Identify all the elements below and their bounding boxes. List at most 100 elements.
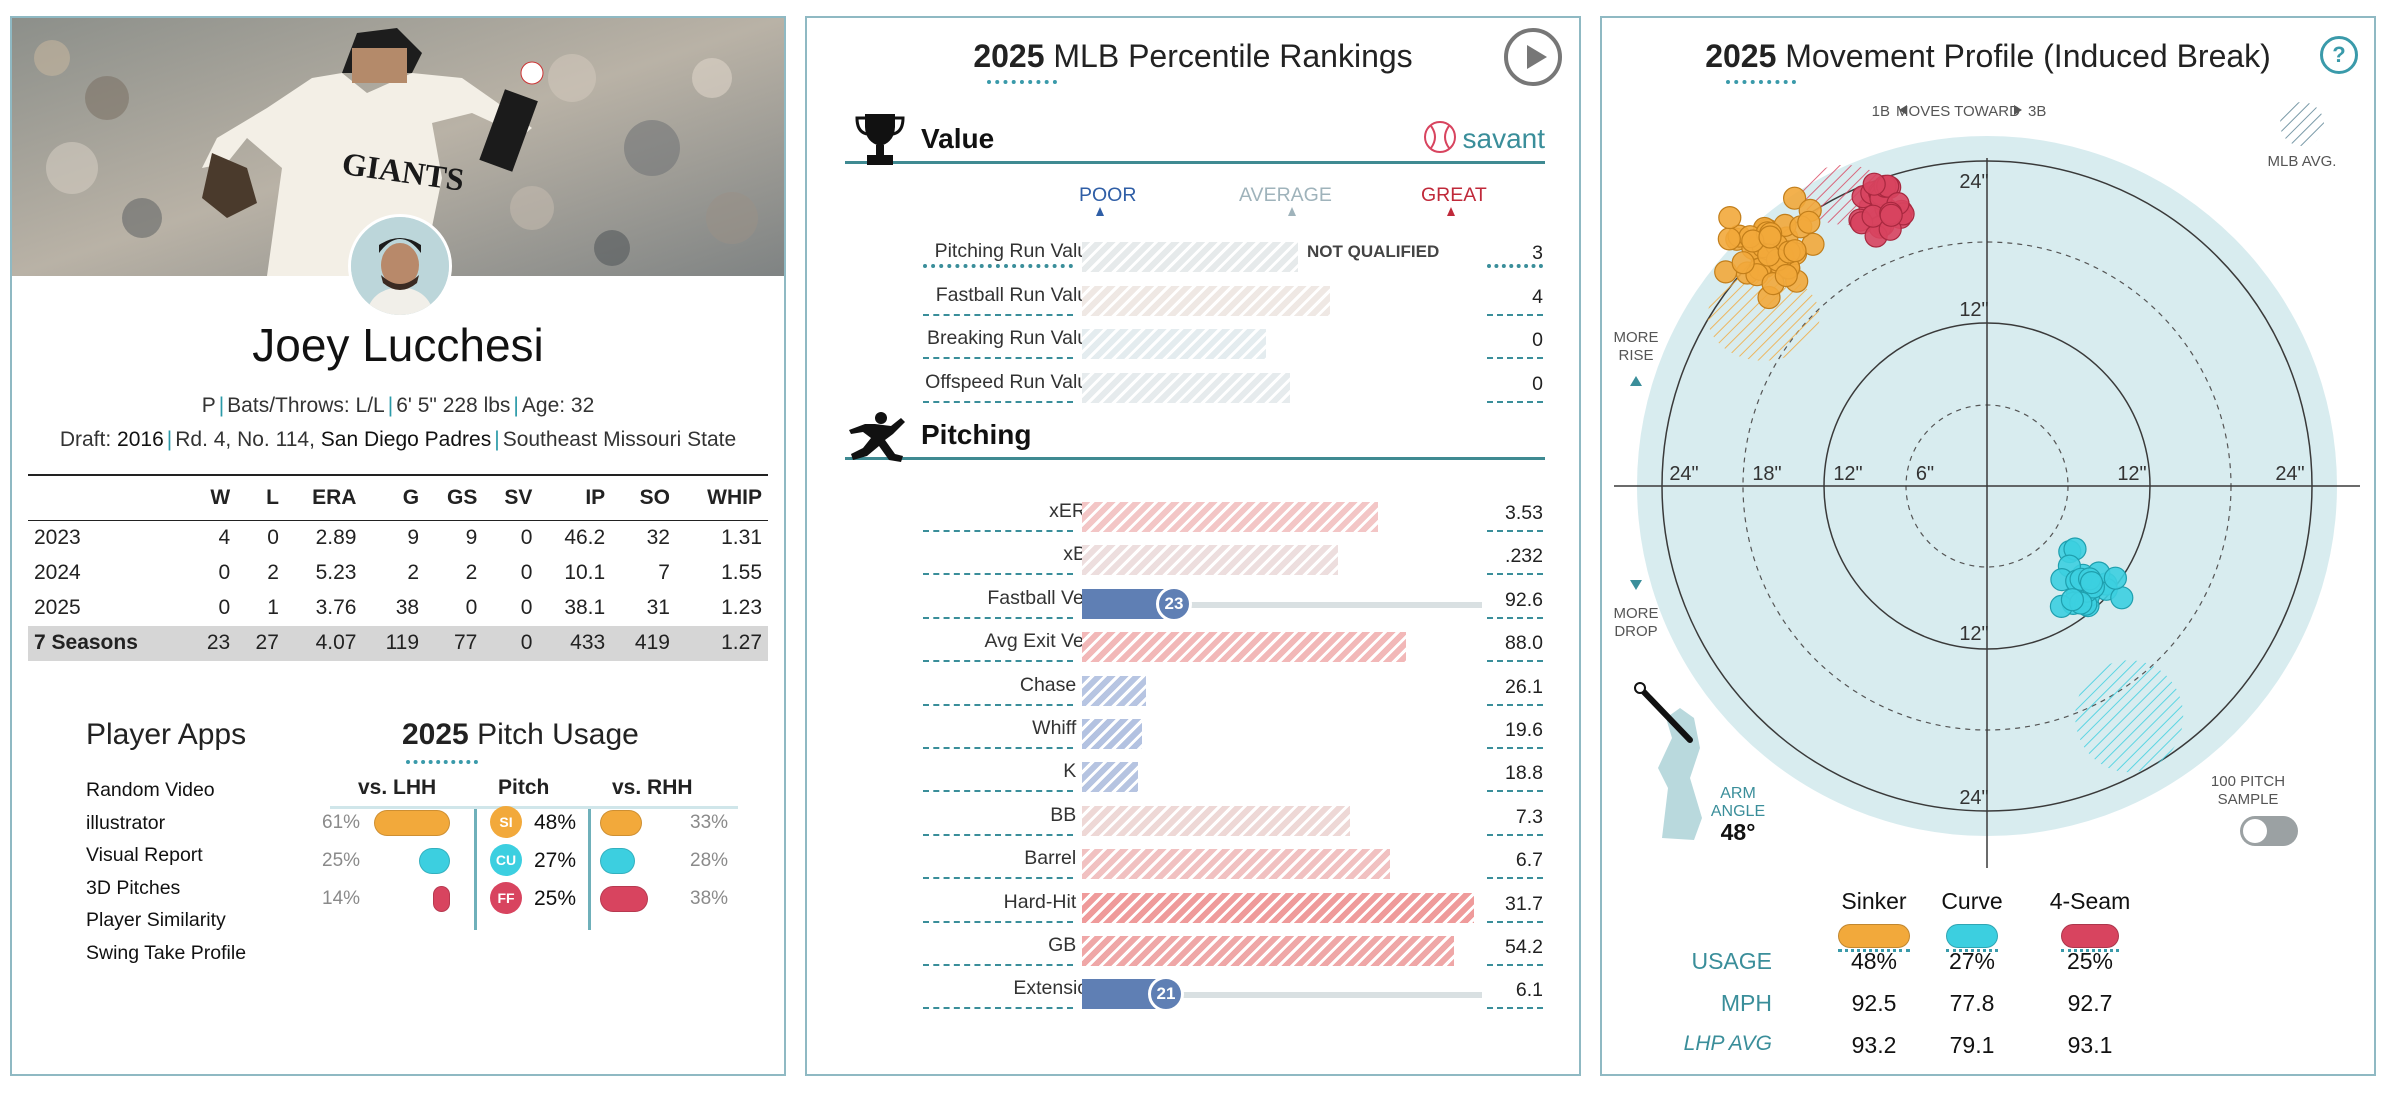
legend-pitch-swatch[interactable] — [2061, 924, 2119, 948]
stats-header-cell: SV — [483, 474, 539, 521]
sinker-pitch-point[interactable] — [1758, 225, 1782, 249]
percentile-row[interactable]: Fastball Run Value 4 — [807, 278, 1579, 316]
percentile-track — [1082, 545, 1482, 576]
percentile-track — [1082, 242, 1482, 272]
legend-pitch-swatch[interactable] — [1838, 924, 1910, 948]
stats-value-cell: 9 — [465, 526, 478, 550]
percentile-row[interactable]: Fastball Velo 23 92.6 — [807, 581, 1579, 622]
play-animation-button[interactable] — [1504, 28, 1562, 86]
curve-pitch-point[interactable] — [2079, 570, 2104, 595]
metric-name: Extension — [1013, 977, 1099, 1000]
stats-value-cell: 9 — [407, 526, 420, 550]
bio-height-weight: 6' 5" 228 lbs — [396, 394, 511, 417]
percentile-bar — [1082, 329, 1266, 359]
usage-vs-lhh: 61% — [322, 812, 361, 833]
percentile-track — [1082, 849, 1482, 880]
percentile-bar — [1082, 242, 1298, 272]
percentile-row[interactable]: Hard-Hit % 31.7 — [807, 885, 1579, 923]
legend-usage: 48% — [1850, 948, 1898, 974]
percentile-row[interactable]: Breaking Run Value 0 — [807, 321, 1579, 359]
not-qualified-label: NOT QUALIFIED — [1307, 242, 1440, 261]
stats-value-cell: 7 — [658, 561, 670, 584]
player-app-link[interactable]: Random Video — [86, 779, 215, 801]
metric-value: 0 — [1532, 329, 1543, 351]
pitch-usage-year: 2025 — [402, 718, 469, 751]
sinker-pitch-point[interactable] — [1774, 263, 1798, 288]
up-arrow-icon — [1630, 376, 1642, 386]
stats-header-cell: G — [362, 474, 426, 521]
stats-header-cell: IP — [538, 474, 612, 521]
legend-pitch-name[interactable]: 4-Seam — [2049, 888, 2131, 914]
player-name: Joey Lucchesi — [252, 319, 544, 371]
percentile-row[interactable]: K %18.8 — [807, 754, 1579, 793]
metric-value: 92.6 — [1505, 588, 1543, 611]
metric-value: 88.0 — [1505, 632, 1543, 655]
stats-value-cell: 32 — [646, 526, 670, 550]
stats-header-cell: ERA — [284, 474, 363, 521]
stats-row: 2024 0 2 5.23 2 2 0 10.1 7 1.55 — [28, 556, 768, 591]
legend-pitch-swatch[interactable] — [1946, 924, 1998, 948]
curve-pitch-point[interactable] — [2060, 588, 2084, 612]
curve-pitch-point[interactable] — [2103, 566, 2128, 590]
arrow-left-icon — [1899, 105, 1907, 115]
pitch-code-badge: CU — [490, 844, 522, 876]
percentile-row[interactable]: Offspeed Run Value 0 — [807, 365, 1579, 403]
legend-lhp-avg: 79.1 — [1949, 1032, 1995, 1058]
col-vs-lhh: vs. LHH — [358, 776, 437, 799]
usage-vs-rhh-bar — [600, 810, 642, 836]
legend-pitch-name[interactable]: Sinker — [1841, 888, 1907, 914]
arm-angle-value: 48° — [1721, 819, 1756, 845]
percentile-track — [1082, 892, 1482, 923]
direction-1b: 1B — [1872, 103, 1890, 120]
legend-lhp-avg: 93.1 — [2067, 1032, 2113, 1058]
movement-profile-panel: 2025 Movement Profile (Induced Break) ? — [1600, 16, 2376, 1076]
percentile-row[interactable]: Avg Exit Velo 88.0 — [807, 624, 1579, 663]
row-underline-left — [923, 573, 1073, 576]
player-app-link[interactable]: illustrator — [86, 811, 166, 834]
percentile-row[interactable]: xERA 3.53 — [807, 494, 1579, 532]
percentile-row[interactable]: GB % 54.2 — [807, 928, 1579, 966]
direction-3b: 3B — [2028, 103, 2046, 120]
sinker-pitch-point[interactable] — [1718, 206, 1742, 230]
ring-label-top24: 24" — [1959, 171, 1988, 193]
ring-label-left24: 24" — [1669, 463, 1698, 485]
percentile-row[interactable]: Pitching Run Value NOT QUALIFIED 3 — [807, 234, 1579, 272]
percentile-row[interactable]: Barrel % 6.7 — [807, 841, 1579, 880]
percentile-row[interactable]: Extension 21 6.1 — [807, 971, 1579, 1013]
stats-row: 2025 0 1 3.76 38 0 0 38.1 31 1.23 — [28, 591, 768, 626]
percentile-track — [1082, 675, 1482, 706]
row-underline-left — [923, 400, 1073, 403]
player-app-link[interactable]: 3D Pitches — [86, 876, 181, 899]
sinker-pitch-point[interactable] — [1717, 227, 1741, 251]
percentile-row[interactable]: Whiff % 19.6 — [807, 711, 1579, 749]
sinker-pitch-point[interactable] — [1731, 251, 1755, 275]
percentile-row[interactable]: BB % 7.3 — [807, 798, 1579, 836]
curve-pitch-point[interactable] — [2110, 586, 2134, 610]
row-underline-right — [1487, 920, 1543, 923]
savant-logo[interactable]: savant — [1423, 120, 1545, 155]
player-app-link[interactable]: Visual Report — [86, 844, 203, 866]
percentile-row[interactable]: Chase % 26.1 — [807, 668, 1579, 706]
draft-team[interactable]: San Diego Padres — [320, 428, 492, 451]
scale-average: AVERAGE — [1239, 184, 1332, 206]
help-icon[interactable]: ? — [2320, 36, 2358, 74]
row-underline-left — [923, 920, 1073, 923]
sinker-pitch-point[interactable] — [1797, 210, 1821, 234]
draft-label: Draft: — [59, 428, 112, 451]
percentile-track — [1082, 632, 1482, 663]
ring-label-right12: 12" — [2117, 463, 2146, 485]
player-app-link[interactable]: Swing Take Profile — [86, 941, 247, 964]
percentile-bar — [1082, 285, 1330, 316]
usage-header-line — [330, 806, 738, 809]
legend-pitch-name[interactable]: Curve — [1941, 888, 2003, 914]
stats-value-cell: 1.23 — [721, 596, 762, 619]
pitch-sample-toggle[interactable] — [2240, 816, 2298, 846]
player-app-link[interactable]: Player Similarity — [86, 909, 226, 931]
draft-year[interactable]: 2016 — [117, 428, 164, 451]
fourseam-pitch-point[interactable] — [1862, 172, 1886, 196]
ring-label-top12: 12" — [1959, 299, 1988, 321]
fourseam-pitch-point[interactable] — [1879, 203, 1903, 227]
sinker-pitch-point[interactable] — [1783, 239, 1807, 263]
percentile-row[interactable]: xBA.232 — [807, 537, 1579, 576]
sinker-pitch-point[interactable] — [1783, 186, 1807, 210]
